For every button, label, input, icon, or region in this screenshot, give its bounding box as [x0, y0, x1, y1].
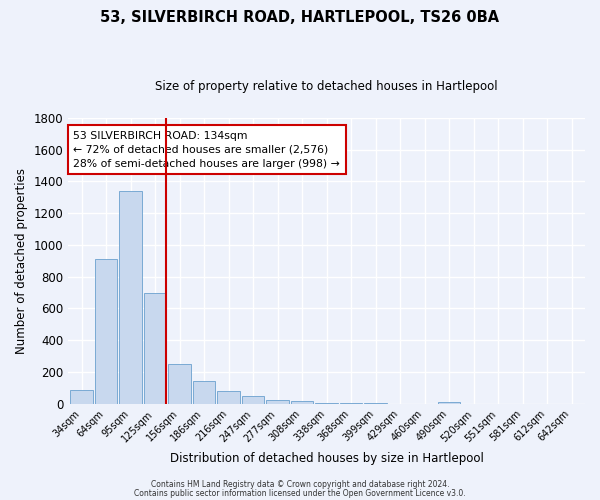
- Bar: [70, 390, 93, 404]
- Bar: [119, 191, 142, 404]
- Bar: [242, 396, 265, 404]
- Bar: [144, 292, 166, 404]
- Text: 53, SILVERBIRCH ROAD, HARTLEPOOL, TS26 0BA: 53, SILVERBIRCH ROAD, HARTLEPOOL, TS26 0…: [100, 10, 500, 25]
- Bar: [169, 364, 191, 404]
- Bar: [291, 402, 313, 404]
- Bar: [266, 400, 289, 404]
- Text: Contains HM Land Registry data © Crown copyright and database right 2024.: Contains HM Land Registry data © Crown c…: [151, 480, 449, 489]
- Y-axis label: Number of detached properties: Number of detached properties: [15, 168, 28, 354]
- Bar: [316, 402, 338, 404]
- Bar: [193, 381, 215, 404]
- Bar: [438, 402, 460, 404]
- X-axis label: Distribution of detached houses by size in Hartlepool: Distribution of detached houses by size …: [170, 452, 484, 465]
- Text: 53 SILVERBIRCH ROAD: 134sqm
← 72% of detached houses are smaller (2,576)
28% of : 53 SILVERBIRCH ROAD: 134sqm ← 72% of det…: [73, 130, 340, 168]
- Bar: [340, 403, 362, 404]
- Title: Size of property relative to detached houses in Hartlepool: Size of property relative to detached ho…: [155, 80, 498, 93]
- Text: Contains public sector information licensed under the Open Government Licence v3: Contains public sector information licen…: [134, 489, 466, 498]
- Bar: [95, 259, 118, 404]
- Bar: [217, 391, 240, 404]
